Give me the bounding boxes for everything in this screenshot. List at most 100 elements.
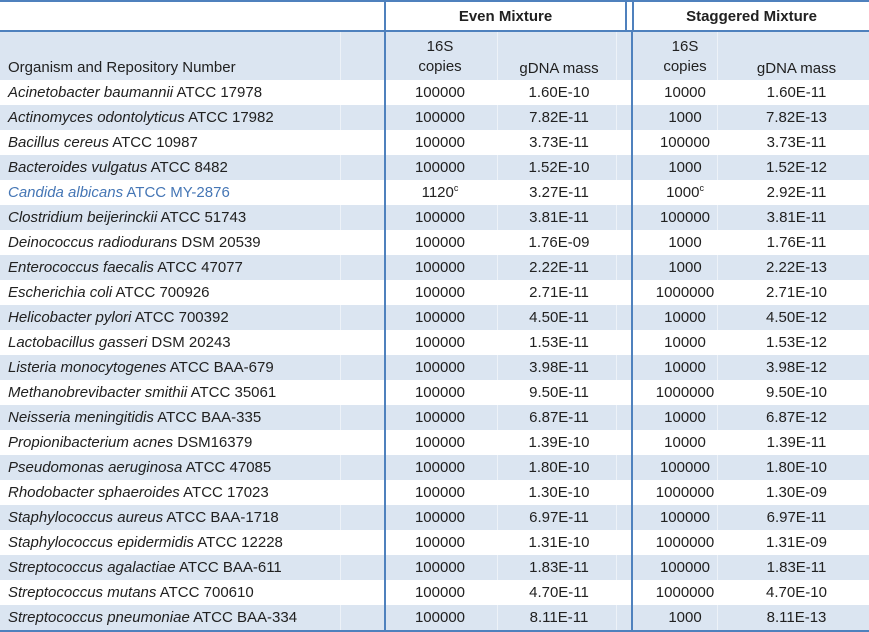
table-row: Escherichia coli ATCC 700926 100000 2.71… — [0, 280, 869, 305]
staggered-gdna-cell: 1.76E-11 — [766, 234, 827, 251]
table-row: Clostridium beijerinckii ATCC 51743 1000… — [0, 205, 869, 230]
staggered-copies-cell: 1000000 — [655, 584, 715, 601]
even-gdna-cell: 9.50E-11 — [529, 384, 589, 401]
even-copies-cell: 100000 — [414, 359, 466, 376]
repository-number: ATCC 700392 — [131, 309, 229, 326]
staggered-copies-cell: 100000 — [659, 509, 711, 526]
even-gdna-cell: 1.80E-10 — [528, 459, 590, 476]
even-copies-header: 16S copies — [384, 32, 496, 80]
gridline-artifact — [717, 32, 718, 630]
even-gdna-cell: 1.31E-10 — [528, 534, 590, 551]
even-copies-cell: 100000 — [414, 134, 466, 151]
section-divider-even — [384, 32, 386, 630]
staggered-gdna-cell: 8.11E-13 — [766, 609, 827, 626]
repository-number: ATCC 10987 — [108, 134, 198, 151]
group-header-spacer — [0, 2, 384, 30]
even-gdna-cell: 1.30E-10 — [528, 484, 590, 501]
staggered-gdna-header: gDNA mass — [756, 60, 837, 77]
organism-name: Staphylococcus aureus — [8, 509, 164, 526]
organism-cell: Pseudomonas aeruginosa ATCC 47085 — [0, 459, 384, 476]
even-copies-cell: 100000 — [414, 159, 466, 176]
even-gdna-cell: 6.87E-11 — [529, 409, 589, 426]
organism-cell: Staphylococcus epidermidis ATCC 12228 — [0, 534, 384, 551]
staggered-gdna-cell: 1.80E-10 — [766, 459, 827, 476]
staggered-copies-cell: 10000 — [664, 434, 706, 451]
organism-name: Rhodobacter sphaeroides — [8, 484, 180, 501]
staggered-gdna-cell: 3.98E-12 — [766, 359, 827, 376]
organism-cell: Propionibacterium acnes DSM16379 — [0, 434, 384, 451]
footnote-marker: c — [699, 183, 704, 193]
even-gdna-cell: 4.50E-11 — [529, 309, 589, 326]
even-copies-header-line1: 16S — [426, 38, 454, 55]
repository-number: DSM 20243 — [147, 334, 231, 351]
staggered-copies-header-line1: 16S — [671, 38, 699, 55]
repository-number: ATCC 47085 — [182, 459, 272, 476]
organism-cell: Staphylococcus aureus ATCC BAA-1718 — [0, 509, 384, 526]
staggered-gdna-cell: 2.92E-11 — [766, 184, 827, 201]
even-copies-cell: 100000 — [414, 509, 466, 526]
organism-cell: Acinetobacter baumannii ATCC 17978 — [0, 84, 384, 101]
column-header-row: Organism and Repository Number 16S copie… — [0, 32, 869, 80]
staggered-copies-cell: 10000 — [664, 84, 706, 101]
repository-number: ATCC 700610 — [156, 584, 254, 601]
staggered-gdna-cell: 4.70E-10 — [766, 584, 827, 601]
organism-name: Listeria monocytogenes — [8, 359, 167, 376]
staggered-gdna-cell: 7.82E-13 — [766, 109, 827, 126]
repository-number: ATCC 47077 — [153, 259, 243, 276]
organism-cell: Candida albicans ATCC MY-2876 — [0, 184, 384, 201]
organism-name: Acinetobacter baumannii — [8, 84, 174, 101]
staggered-copies-cell: 1000000 — [655, 284, 715, 301]
staggered-gdna-cell: 1.39E-11 — [766, 434, 827, 451]
organism-name: Streptococcus pneumoniae — [8, 609, 190, 626]
group-header-even: Even Mixture — [384, 2, 627, 30]
table-row: Bacteroides vulgatus ATCC 8482 100000 1.… — [0, 155, 869, 180]
repository-number: DSM 20539 — [177, 234, 261, 251]
organism-cell: Bacillus cereus ATCC 10987 — [0, 134, 384, 151]
organism-name: Streptococcus mutans — [8, 584, 157, 601]
table-row: Neisseria meningitidis ATCC BAA-335 1000… — [0, 405, 869, 430]
table-row: Listeria monocytogenes ATCC BAA-679 1000… — [0, 355, 869, 380]
repository-number: DSM16379 — [173, 434, 253, 451]
staggered-gdna-cell: 6.87E-12 — [766, 409, 827, 426]
table-row: Streptococcus pneumoniae ATCC BAA-334 10… — [0, 605, 869, 630]
table-row: Actinomyces odontolyticus ATCC 17982 100… — [0, 105, 869, 130]
even-gdna-cell: 2.22E-11 — [529, 259, 589, 276]
staggered-copies-cell: 100000 — [659, 134, 711, 151]
staggered-gdna-cell: 3.81E-11 — [766, 209, 827, 226]
organism-name: Staphylococcus epidermidis — [8, 534, 194, 551]
organism-cell: Streptococcus agalactiae ATCC BAA-611 — [0, 559, 384, 576]
even-copies-cell: 100000 — [414, 409, 466, 426]
organism-cell: Streptococcus pneumoniae ATCC BAA-334 — [0, 609, 384, 626]
table-row: Lactobacillus gasseri DSM 20243 100000 1… — [0, 330, 869, 355]
staggered-copies-cell: 1000000 — [655, 484, 715, 501]
staggered-gdna-cell: 3.73E-11 — [766, 134, 827, 151]
even-gdna-cell: 1.52E-10 — [528, 159, 590, 176]
organism-name: Actinomyces odontolyticus — [8, 109, 185, 126]
staggered-copies-cell: 1000000 — [655, 534, 715, 551]
organism-name: Helicobacter pylori — [8, 309, 132, 326]
even-copies-cell: 100000 — [414, 459, 466, 476]
staggered-copies-cell: 100000 — [659, 559, 711, 576]
repository-number: ATCC 17978 — [173, 84, 263, 101]
organism-cell: Clostridium beijerinckii ATCC 51743 — [0, 209, 384, 226]
table-row: Streptococcus agalactiae ATCC BAA-611 10… — [0, 555, 869, 580]
repository-number: ATCC 17023 — [179, 484, 269, 501]
even-gdna-header: gDNA mass — [519, 60, 599, 77]
organism-cell: Deinococcus radiodurans DSM 20539 — [0, 234, 384, 251]
organism-cell: Neisseria meningitidis ATCC BAA-335 — [0, 409, 384, 426]
even-copies-cell: 100000 — [414, 584, 466, 601]
staggered-gdna-cell: 1.30E-09 — [766, 484, 827, 501]
footnote-marker: c — [453, 183, 459, 193]
table-row: Streptococcus mutans ATCC 700610 100000 … — [0, 580, 869, 605]
organism-cell: Lactobacillus gasseri DSM 20243 — [0, 334, 384, 351]
even-gdna-cell: 1.60E-10 — [528, 84, 590, 101]
gridline-artifact — [616, 32, 617, 630]
organism-name: Bacteroides vulgatus — [8, 159, 148, 176]
table-body: Acinetobacter baumannii ATCC 17978 10000… — [0, 80, 869, 630]
organism-name: Lactobacillus gasseri — [8, 334, 148, 351]
staggered-copies-cell: 10000 — [664, 359, 706, 376]
staggered-gdna-cell: 1.60E-11 — [766, 84, 827, 101]
table-row: Rhodobacter sphaeroides ATCC 17023 10000… — [0, 480, 869, 505]
even-copies-cell: 100000 — [414, 234, 466, 251]
organism-cell: Methanobrevibacter smithii ATCC 35061 — [0, 384, 384, 401]
